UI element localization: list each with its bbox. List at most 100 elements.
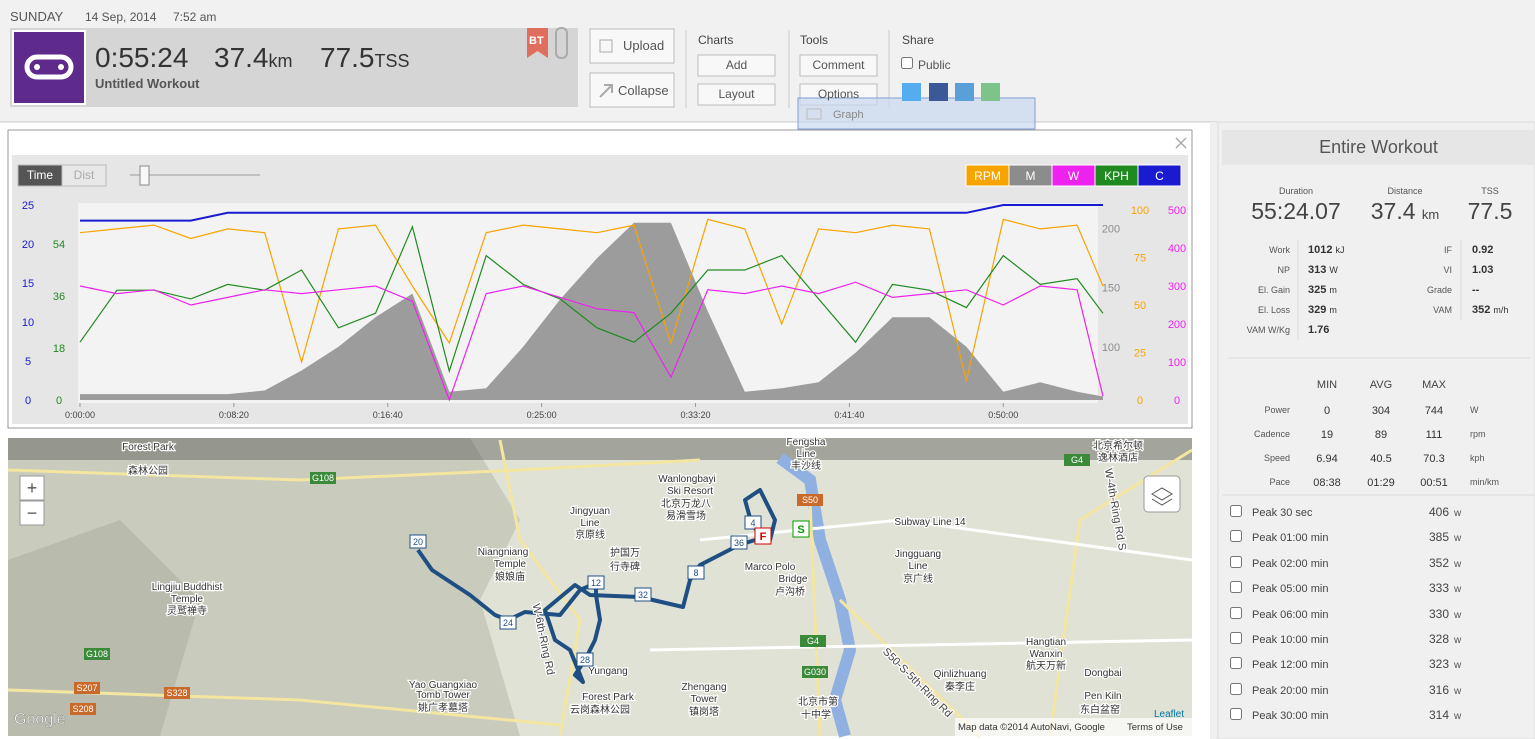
channel-label[interactable]: M [1026,169,1036,183]
peak-checkbox[interactable] [1230,708,1242,721]
peak-checkbox[interactable] [1230,632,1242,644]
cell: 111 [1425,429,1443,441]
peak-unit: w [1454,711,1462,723]
value: 352 [1472,304,1491,316]
layout-button[interactable] [697,83,776,106]
toggle-label[interactable]: Time [27,168,54,182]
column-header: MIN [1316,379,1338,391]
peak-checkbox[interactable] [1230,505,1242,517]
channel-label[interactable]: KPH [1104,169,1129,183]
route-marker [576,652,594,667]
button-label[interactable]: Options [817,87,860,101]
shield-label: S208 [72,704,93,714]
button-label[interactable]: Comment [812,58,865,72]
duration: 0:55:24 [95,42,189,73]
map-label: Ski Resort [667,486,713,497]
facebook-icon[interactable] [929,83,948,101]
row-unit: rpm [1470,429,1486,439]
zoom-label[interactable]: + [27,478,38,498]
cell: 6.94 [1316,453,1338,465]
upload-label[interactable]: Upload [623,38,665,53]
collapse-label[interactable]: Collapse [618,83,669,98]
slider-handle[interactable] [139,165,150,186]
stat-label: El. Loss [1257,305,1290,315]
map-label: 灵鹫禅寺 [167,604,207,617]
map-label: 易滑雪场 [666,509,706,522]
layers-icon [1151,487,1173,506]
zoom-button[interactable] [19,500,45,526]
add-button[interactable] [697,54,776,77]
route-marker [687,565,705,580]
headline-value: 55:24.07 [1236,198,1356,224]
road-shield [70,703,96,715]
map-label: 北京市第 [798,695,838,708]
cell: 00:51 [1420,477,1448,489]
peak-checkbox[interactable] [1230,581,1242,594]
button-label[interactable]: Layout [718,87,755,101]
stat-label: VAM W/Kg [1246,325,1290,335]
road [498,439,582,737]
value: 55:24.07 [1251,198,1341,224]
peak-value: 352 [1428,555,1449,570]
map-label: 逸林酒店 [1098,451,1138,464]
map-label: Temple [171,594,204,605]
shield-label: S50 [802,495,818,505]
channel-label[interactable]: W [1068,169,1080,183]
close-icon[interactable] [1175,137,1187,149]
zoom-button[interactable] [19,475,45,501]
route-marker-label: 28 [580,655,590,665]
channel-label[interactable]: RPM [974,169,1001,183]
twitter-icon[interactable] [902,83,921,101]
map-label: Bridge [779,574,808,585]
y-tick-label: 200 [1102,224,1120,236]
peak-value: 330 [1428,606,1449,621]
unit: kJ [1335,245,1345,255]
public-checkbox[interactable] [901,57,913,69]
peak-checkbox[interactable] [1230,555,1242,568]
shield-label: G108 [312,473,334,483]
unit: m [1329,305,1337,315]
collapse-button[interactable] [589,72,675,108]
toggle[interactable] [61,164,107,187]
comment-button[interactable] [799,54,878,77]
email-icon[interactable] [981,83,1000,101]
map-label: Wanxin [1030,649,1063,660]
value: 329 [1308,304,1327,316]
route-marker [634,587,652,602]
map-label: Fengsha [787,437,826,448]
start-label: S [797,524,804,536]
terms-link[interactable]: Terms of Use [1127,722,1183,733]
layers-button[interactable] [1143,475,1181,513]
peak-unit: w [1454,508,1462,519]
channel-label[interactable]: C [1155,169,1164,183]
menu-item-label[interactable]: Graph [833,109,864,121]
peak-checkbox[interactable] [1230,682,1242,695]
peak-checkbox[interactable] [1230,657,1242,670]
peak-unit: w [1454,558,1462,570]
row-label: Cadence [1253,429,1290,439]
y-tick-label: 0 [1137,395,1143,407]
link-icon[interactable] [955,83,974,101]
distance-value: 37.4 [214,42,269,73]
headline-label: Distance [1387,186,1423,196]
hills [8,520,200,736]
peak-checkbox[interactable] [1230,530,1242,543]
shield-label: S207 [76,683,97,693]
attribution-bg [955,718,1192,736]
graph-icon [806,108,822,120]
graph-menu-item[interactable] [797,97,1036,130]
tools-label: Tools [800,33,829,47]
side-panel-inner [1217,121,1535,739]
upload-button[interactable] [589,28,675,64]
column-header: AVG [1369,379,1393,391]
zoom-label[interactable]: − [27,503,38,523]
channel-button[interactable] [1137,164,1182,187]
y-tick-label: 75 [1134,252,1146,264]
route-marker [730,535,748,550]
leaflet-link[interactable]: Leaflet [1154,709,1184,720]
toggle-label[interactable]: Dist [74,168,95,182]
peak-checkbox[interactable] [1230,606,1242,619]
y-tick-label: 500 [1168,205,1186,217]
button-label[interactable]: Add [725,58,748,72]
finish-marker [754,527,772,545]
